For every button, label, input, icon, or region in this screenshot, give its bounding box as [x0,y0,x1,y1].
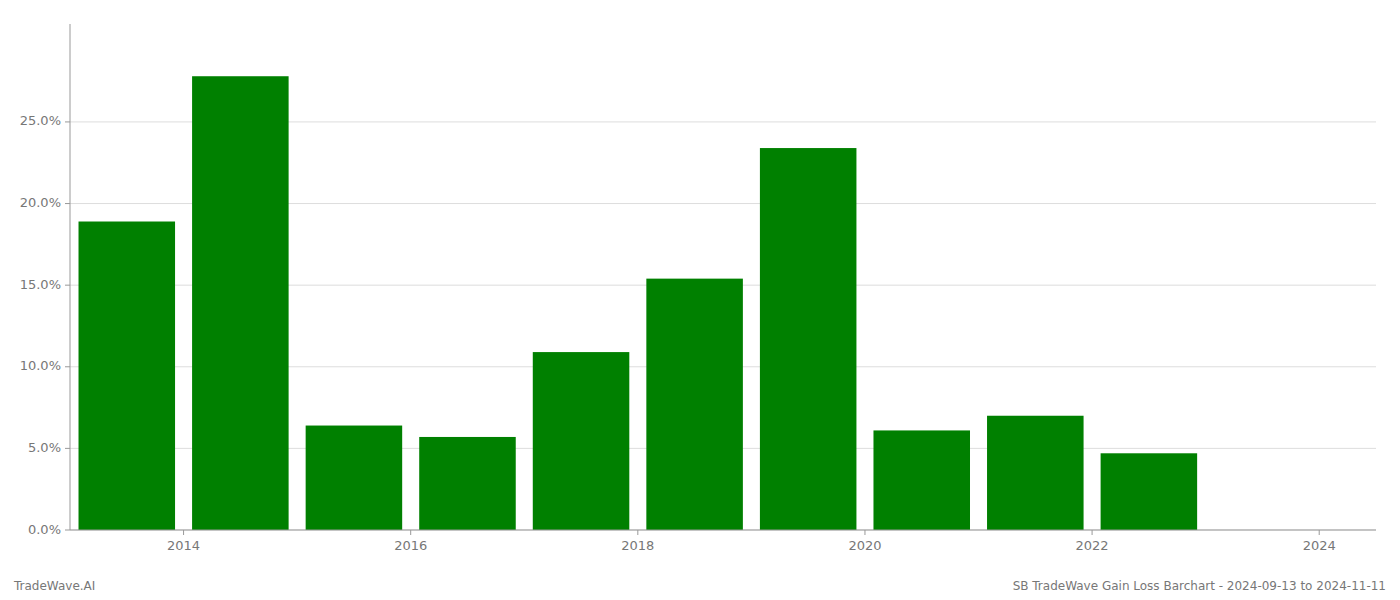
chart-container: 0.0% 5.0% 10.0% 15.0% 20.0% 25.0% 2014 2016 2018… [0,0,1400,600]
x-tick [864,530,865,535]
footer-right: SB TradeWave Gain Loss Barchart - 2024-0… [1013,579,1386,593]
bars [79,76,1198,530]
bar [419,437,516,530]
bar [1101,453,1198,530]
y-tick [65,530,70,531]
x-tick [1319,530,1320,535]
x-tick [1092,530,1093,535]
bar [873,430,970,530]
grid-line [70,530,1376,531]
y-tick-label: 20.0% [20,195,61,210]
x-tick-label: 2014 [167,538,200,553]
x-tick [183,530,184,535]
x-tick-label: 2016 [394,538,427,553]
bar [987,416,1084,530]
bar [192,76,289,530]
y-axis-line [70,24,71,530]
y-tick [65,121,70,122]
x-tick-label: 2018 [621,538,654,553]
bar [306,426,403,530]
bar [533,352,630,530]
bar [79,222,176,530]
y-tick-label: 25.0% [20,113,61,128]
chart-svg: 0.0% 5.0% 10.0% 15.0% 20.0% 25.0% 2014 2016 2018… [0,0,1400,600]
y-tick-label: 15.0% [20,277,61,292]
x-tick-label: 2020 [848,538,881,553]
bar [646,279,743,530]
bar [760,148,857,530]
x-axis-line [70,530,1376,531]
x-tick-label: 2022 [1076,538,1109,553]
x-tick [637,530,638,535]
y-axis: 0.0% 5.0% 10.0% 15.0% 20.0% 25.0% [20,24,70,537]
y-tick-label: 10.0% [20,358,61,373]
y-tick-label: 0.0% [28,522,61,537]
y-tick [65,285,70,286]
y-tick-label: 5.0% [28,440,61,455]
footer-left: TradeWave.AI [13,579,95,593]
y-tick [65,366,70,367]
x-axis: 2014 2016 2018 2020 2022 2024 [70,530,1376,553]
y-tick [65,203,70,204]
x-tick-label: 2024 [1303,538,1336,553]
x-tick [410,530,411,535]
y-tick [65,448,70,449]
